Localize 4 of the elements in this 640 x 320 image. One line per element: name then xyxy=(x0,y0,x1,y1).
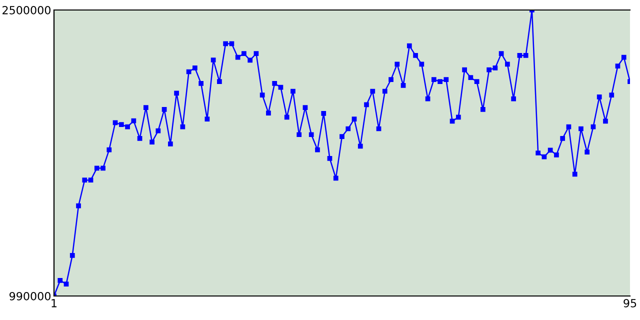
y-tick-label: 990000 xyxy=(10,292,50,300)
x-tick-label: 95 xyxy=(624,298,636,308)
x-tick-label: 1 xyxy=(52,299,57,308)
y-tick-label: 2500000 xyxy=(2,6,50,14)
